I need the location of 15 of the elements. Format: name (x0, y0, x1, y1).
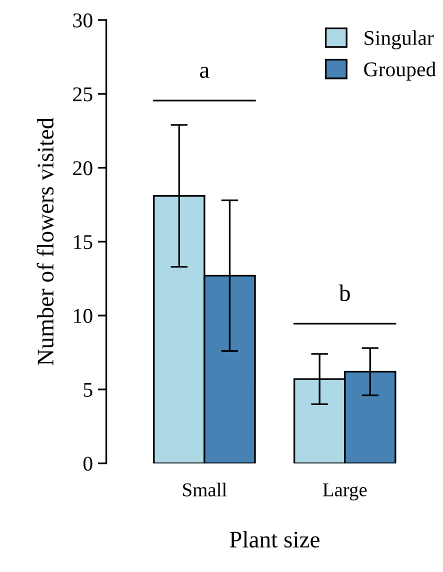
x-axis-title: Plant size (230, 530, 320, 548)
x-tick-label: Large (322, 483, 367, 500)
legend-label: Singular (364, 30, 434, 50)
y-tick-label: 25 (73, 87, 92, 102)
y-tick-label: 5 (84, 383, 92, 397)
annotation: b (338, 284, 350, 302)
y-tick-label: 20 (73, 161, 92, 176)
x-tick-label: Small (183, 482, 227, 496)
y-tick-label: 10 (74, 308, 92, 323)
y-tick-label: 15 (74, 235, 92, 250)
legend-label: Grouped (364, 62, 436, 81)
annotation: a (200, 66, 210, 78)
y-tick-label: 30 (73, 13, 92, 28)
y-tick-label: 0 (83, 456, 92, 471)
y-axis-title: Number of flowers visited (36, 118, 54, 366)
